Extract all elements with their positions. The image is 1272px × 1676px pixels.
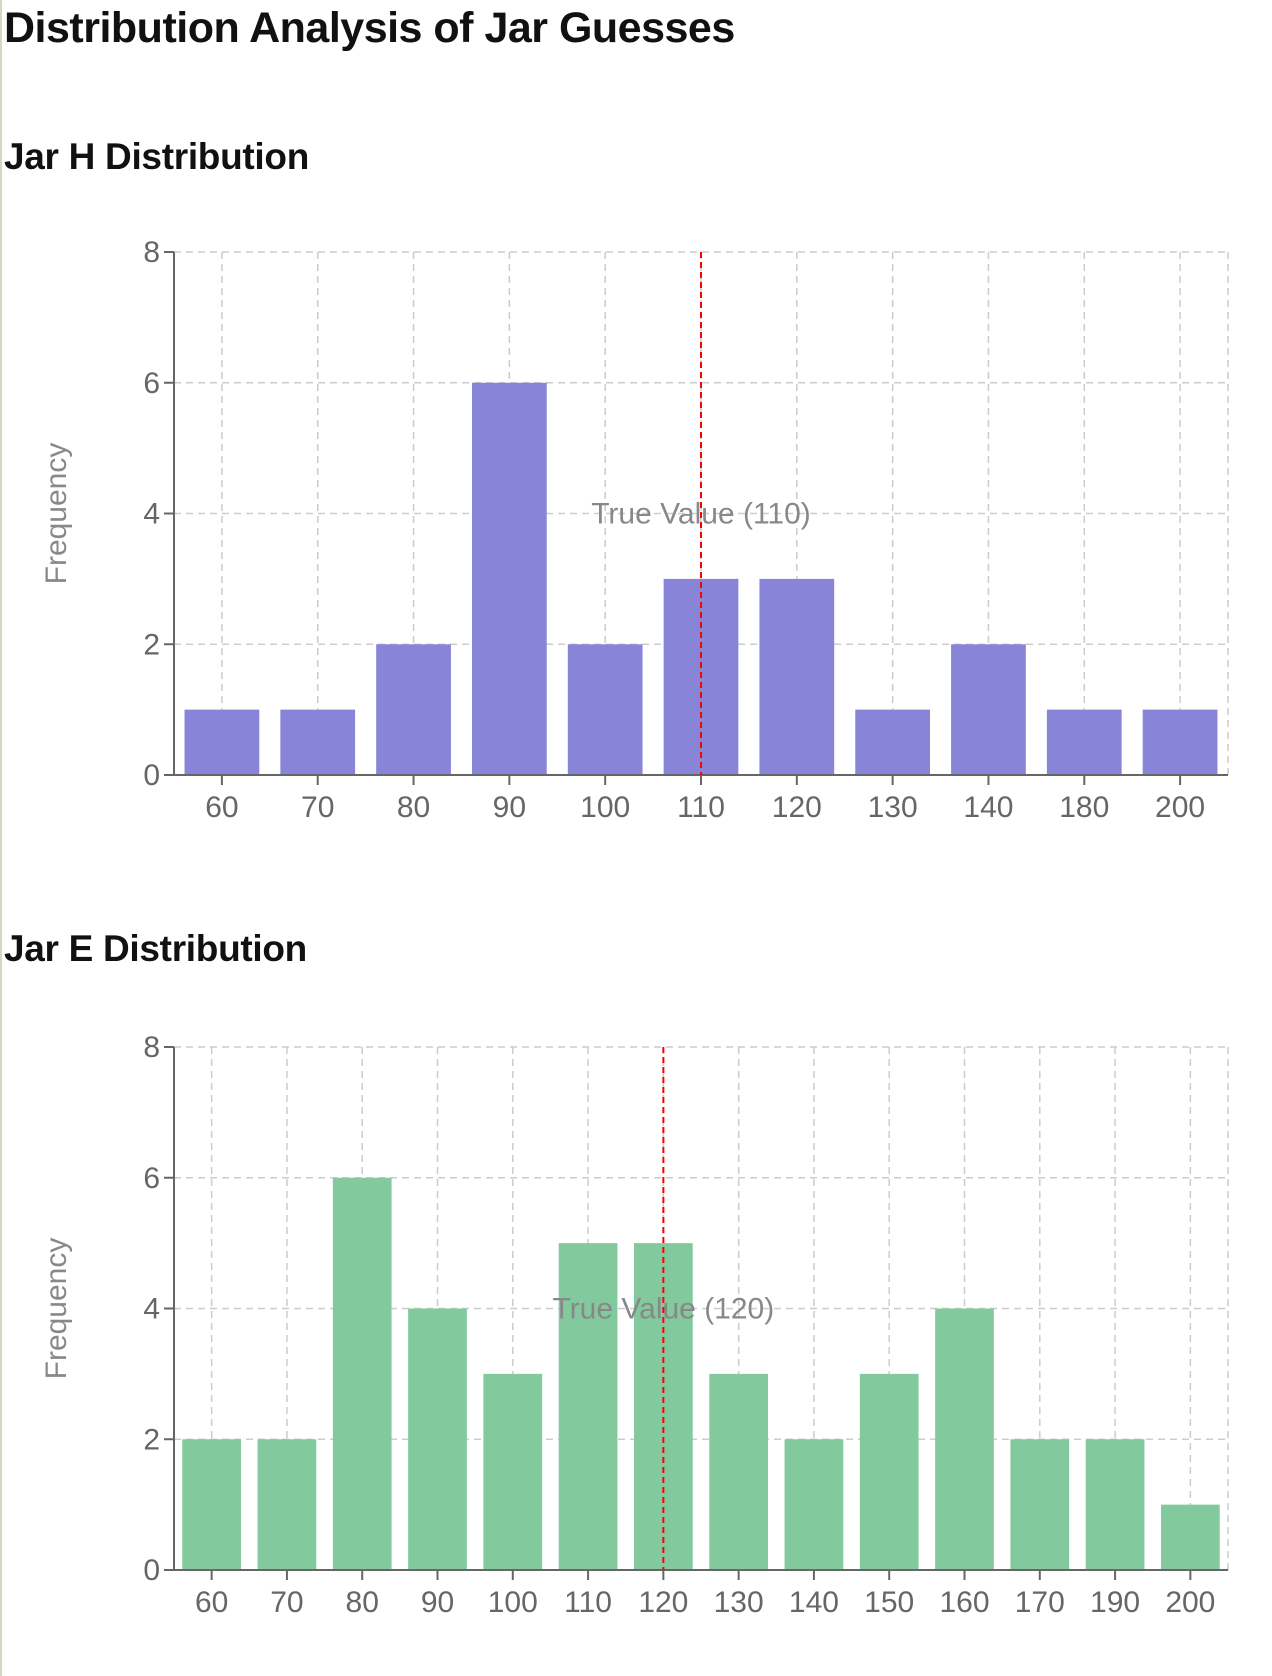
jar-h-bar xyxy=(280,709,356,775)
jar-e-bar xyxy=(332,1177,392,1570)
jar-e-y-tick-label: 6 xyxy=(143,1162,160,1195)
jar-h-bar xyxy=(1046,709,1122,775)
jar-e-bar xyxy=(784,1439,844,1570)
jar-e-x-tick-label: 160 xyxy=(939,1586,989,1619)
jar-e-x-tick-label: 90 xyxy=(421,1586,454,1619)
jar-h-y-tick-label: 4 xyxy=(143,498,160,531)
jar-h-x-tick-label: 200 xyxy=(1155,791,1205,824)
jar-h-x-tick-label: 130 xyxy=(868,791,918,824)
jar-h-y-axis-label: Frequency xyxy=(40,443,73,585)
jar-e-bar xyxy=(1010,1439,1070,1570)
jar-e-x-tick-label: 80 xyxy=(346,1586,379,1619)
jar-e-bar xyxy=(257,1439,317,1570)
jar-e-x-tick-label: 130 xyxy=(714,1586,764,1619)
jar-h-y-tick-label: 8 xyxy=(143,236,160,269)
jar-e-x-tick-label: 140 xyxy=(789,1586,839,1619)
jar-h-bar xyxy=(376,644,451,775)
jar-h-bar xyxy=(567,644,643,775)
jar-h-bar xyxy=(951,644,1026,775)
jar-e-x-tick-label: 170 xyxy=(1015,1586,1065,1619)
jar-h-histogram: 0 2 4 6 8 60 70 80 90 100 110 120 130 140 180 200 Freque… xyxy=(40,236,1229,824)
jar-h-bars xyxy=(184,382,1218,775)
jar-h-x-tick-label: 90 xyxy=(493,791,526,824)
jar-e-x-tick-label: 110 xyxy=(564,1586,612,1619)
page-left-border xyxy=(0,0,2,1676)
jar-h-y-tick-label: 0 xyxy=(143,759,160,792)
jar-e-bar xyxy=(408,1308,467,1570)
jar-e-bar xyxy=(558,1243,618,1570)
jar-h-y-tick-label: 6 xyxy=(143,367,160,400)
jar-e-bar xyxy=(859,1373,919,1570)
jar-h-bar xyxy=(759,578,835,775)
jar-e-bar xyxy=(1160,1504,1220,1570)
jar-e-bar xyxy=(709,1373,769,1570)
jar-e-x-tick-label: 200 xyxy=(1165,1586,1215,1619)
jar-e-chart-title: Jar E Distribution xyxy=(4,928,307,969)
jar-e-x-tick-label: 100 xyxy=(488,1586,538,1619)
jar-e-bar xyxy=(935,1308,994,1570)
jar-e-x-tick-label: 120 xyxy=(638,1586,688,1619)
jar-h-x-tick-label: 100 xyxy=(580,791,630,824)
jar-e-histogram: 0 2 4 6 8 60 70 80 90 100 110 120 130 140 150 160 170 190… xyxy=(40,1031,1229,1619)
jar-h-bar xyxy=(1142,709,1218,775)
jar-h-bar xyxy=(855,709,931,775)
jar-e-bar xyxy=(1085,1439,1145,1570)
jar-e-x-tick-label: 70 xyxy=(270,1586,303,1619)
jar-e-y-tick-label: 2 xyxy=(143,1423,160,1456)
jar-h-chart-title: Jar H Distribution xyxy=(4,136,310,177)
jar-e-y-tick-label: 8 xyxy=(143,1031,160,1064)
jar-h-x-tick-label: 70 xyxy=(301,791,334,824)
page-title: Distribution Analysis of Jar Guesses xyxy=(4,4,735,52)
jar-h-y-tick-label: 2 xyxy=(143,628,160,661)
jar-e-y-tick-label: 4 xyxy=(143,1293,160,1326)
jar-h-x-tick-label: 60 xyxy=(205,791,238,824)
jar-h-x-tick-label: 80 xyxy=(397,791,430,824)
jar-e-bar xyxy=(483,1373,543,1570)
jar-h-x-tick-label: 180 xyxy=(1059,791,1109,824)
jar-h-x-tick-label: 110 xyxy=(677,791,725,824)
jar-h-bar xyxy=(471,382,547,775)
jar-h-x-tick-label: 140 xyxy=(963,791,1013,824)
jar-e-y-axis-label: Frequency xyxy=(40,1238,73,1380)
jar-e-x-tick-label: 150 xyxy=(864,1586,914,1619)
jar-h-x-tick-label: 120 xyxy=(772,791,822,824)
jar-e-y-tick-label: 0 xyxy=(143,1554,160,1587)
jar-h-bar xyxy=(184,709,260,775)
jar-e-x-tick-label: 190 xyxy=(1090,1586,1140,1619)
jar-e-bar xyxy=(182,1439,242,1570)
jar-e-x-tick-label: 60 xyxy=(195,1586,228,1619)
jar-e-bars xyxy=(182,1177,1220,1570)
